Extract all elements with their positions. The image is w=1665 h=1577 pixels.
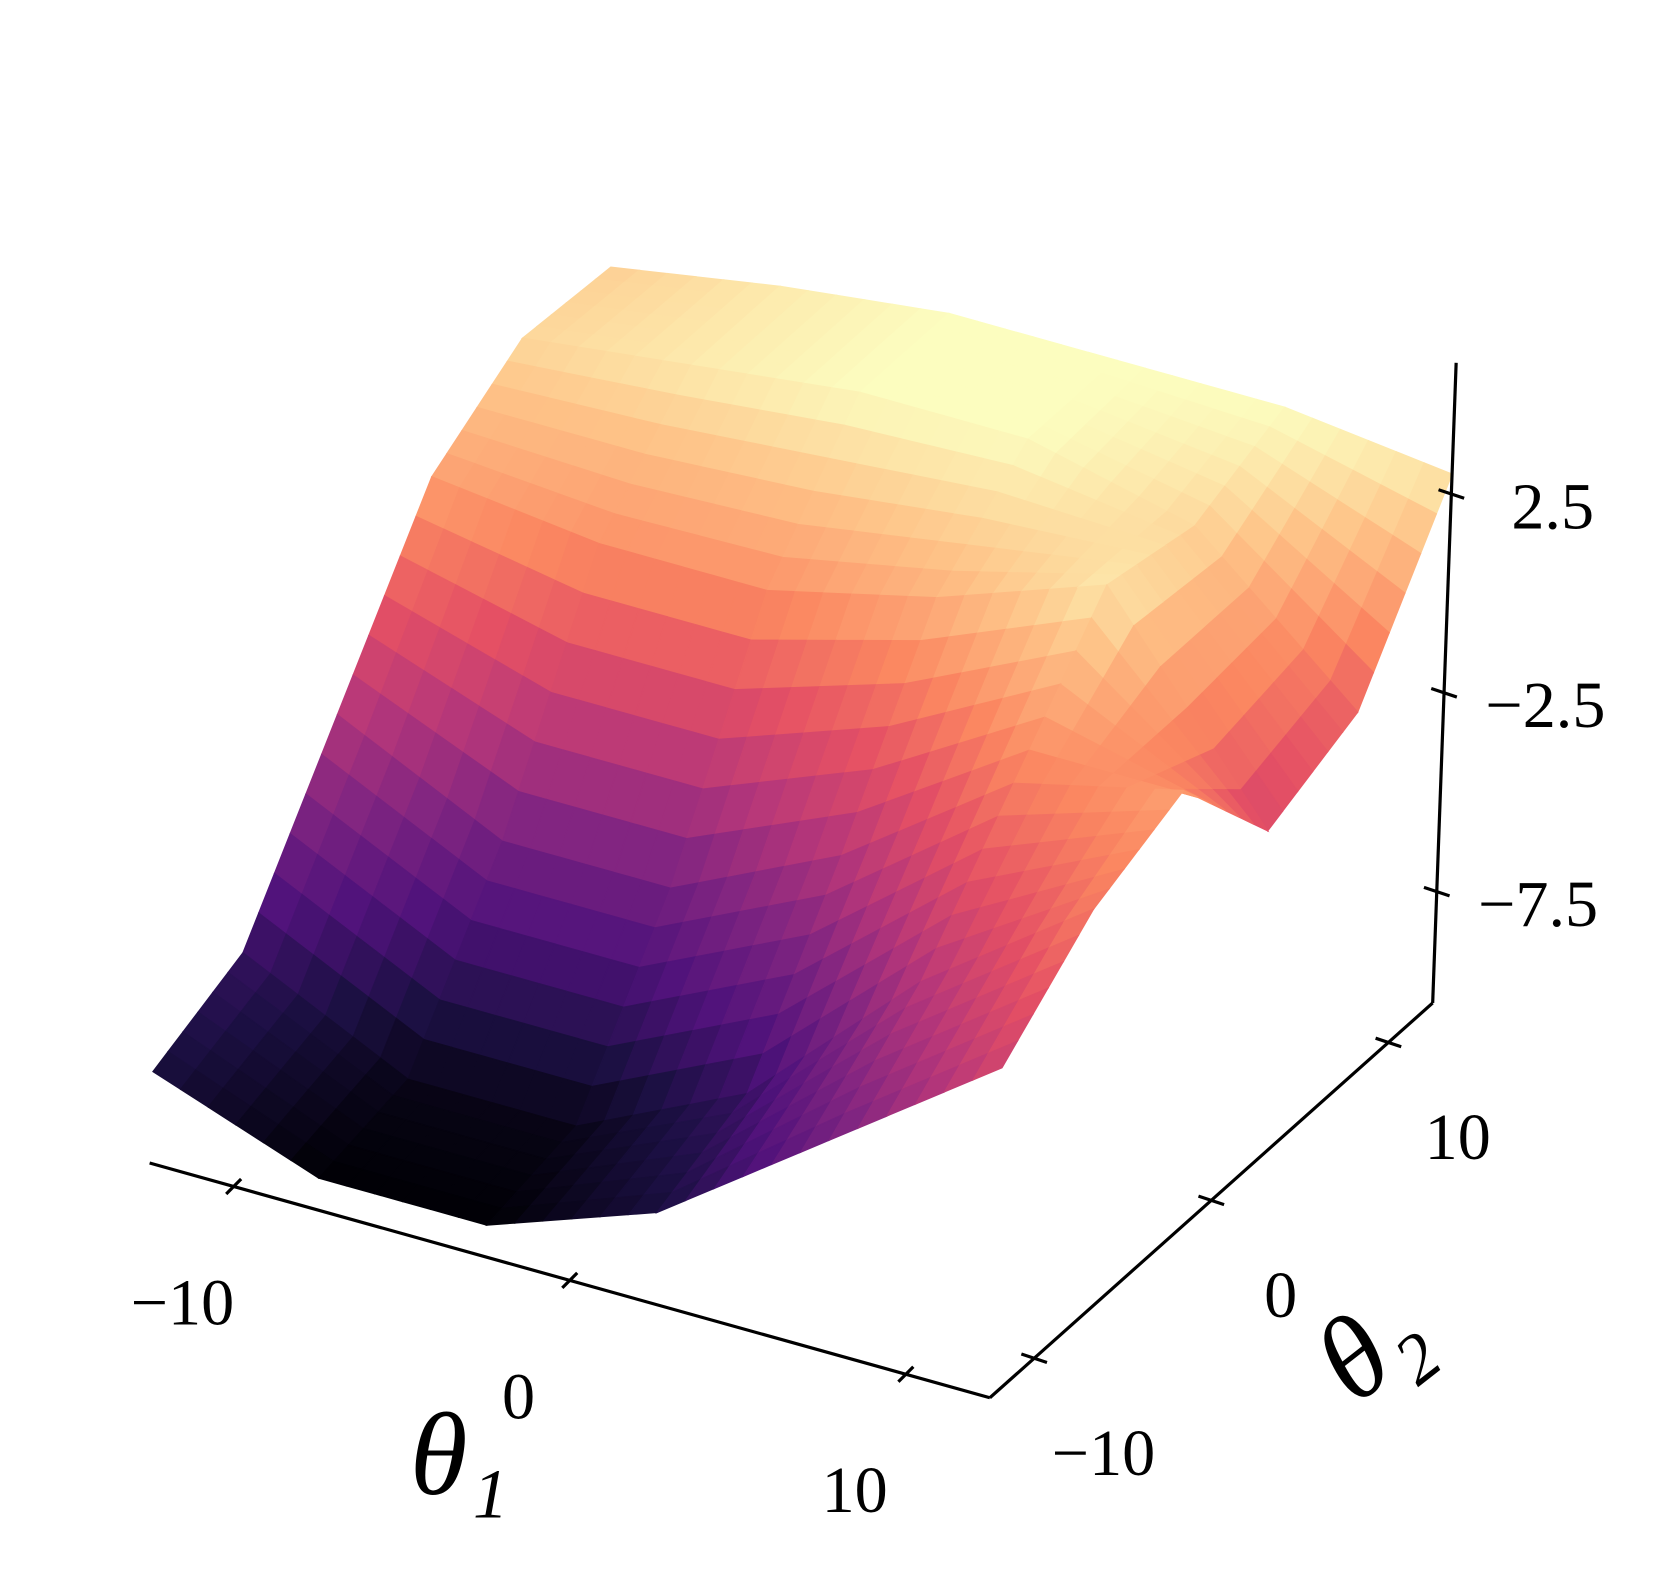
axes: −10 0 10 −10 0 10 −7.5 −2.5 2.5: [131, 362, 1605, 1527]
tick-mark: [1430, 687, 1458, 699]
tick-label: 10: [1425, 1101, 1491, 1174]
tick-label: −7.5: [1478, 868, 1598, 941]
tick-label: 2.5: [1511, 470, 1594, 543]
tick-mark: [1020, 1352, 1048, 1365]
tick-mark: [1438, 488, 1465, 500]
x-axis-label: θ₁: [410, 1390, 508, 1520]
tick-mark: [1197, 1194, 1225, 1207]
surface: [152, 266, 1453, 1226]
tick-mark: [897, 1365, 915, 1383]
surface-patch: [971, 1039, 1019, 1082]
axis-line: [1431, 362, 1458, 1004]
tick-label: 10: [822, 1454, 888, 1527]
tick-label: −2.5: [1485, 669, 1605, 742]
tick-mark: [561, 1271, 579, 1289]
y-axis-label: θ₂: [1290, 1264, 1448, 1427]
tick-mark: [1423, 885, 1451, 898]
tick-mark: [225, 1177, 243, 1196]
tick-label: 0: [502, 1360, 535, 1433]
tick-label: 0: [1264, 1259, 1297, 1332]
tick-label: −10: [1052, 1417, 1155, 1490]
tick-label: −10: [131, 1266, 234, 1339]
tick-mark: [1375, 1036, 1402, 1049]
